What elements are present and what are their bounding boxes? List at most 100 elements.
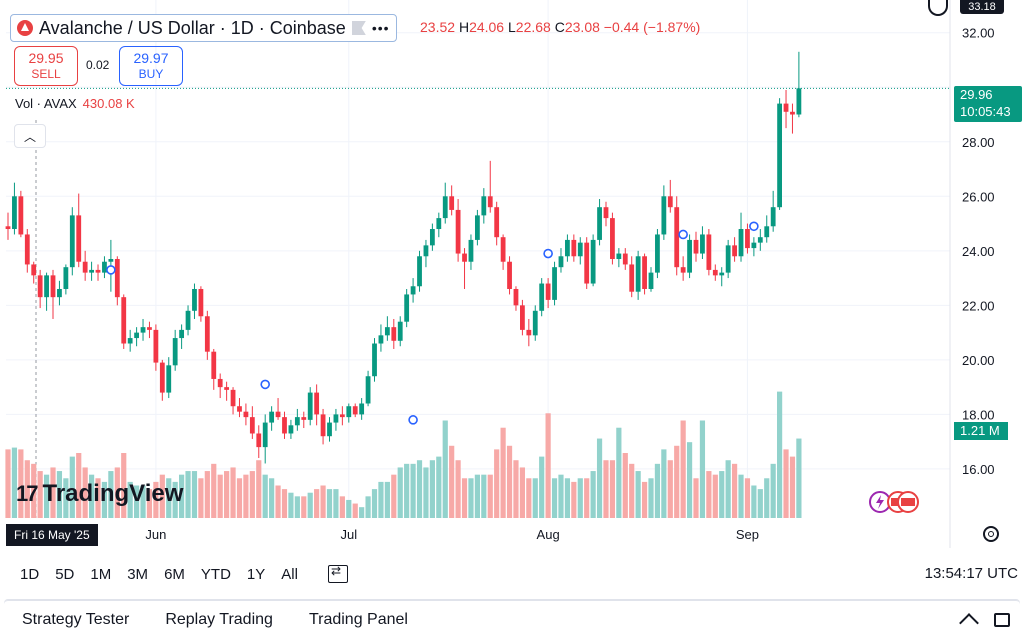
candle-body <box>455 209 461 254</box>
volume-bar <box>82 467 88 518</box>
candle-body <box>44 275 49 298</box>
chevron-up-icon: ︿ <box>23 129 36 144</box>
volume-bar <box>307 492 313 518</box>
volume-bar <box>545 413 551 518</box>
candle-body <box>18 196 24 235</box>
volume-bar <box>288 492 294 518</box>
tab-strategy-tester[interactable]: Strategy Tester <box>22 610 130 628</box>
candle-body <box>738 229 744 257</box>
candle-body <box>597 207 602 240</box>
range-button-3m[interactable]: 3M <box>127 565 149 583</box>
candle-body <box>468 239 474 262</box>
sell-price: 29.95 <box>28 50 64 66</box>
chart-area[interactable]: 16.00 18.00 20.00 22.00 24.00 26.00 28.00 32.00… <box>0 0 1024 548</box>
symbol-selector[interactable]: Avalanche / US Dollar · 1D · Coinbase ••… <box>10 14 397 42</box>
y-tick-label: 22.00 <box>962 298 995 313</box>
volume-bar <box>63 478 69 518</box>
candle-body <box>372 343 377 377</box>
candle-body <box>217 378 223 388</box>
candle-body <box>796 88 802 115</box>
volume-bar <box>256 460 262 518</box>
candle-body <box>545 283 551 300</box>
volume-bar <box>166 478 172 518</box>
event-marker[interactable] <box>543 248 553 259</box>
candle-body <box>552 267 557 300</box>
candle-body <box>37 275 43 298</box>
volume-bar <box>500 427 506 518</box>
volume-bar <box>622 453 628 518</box>
range-button-1y[interactable]: 1Y <box>246 565 266 583</box>
collapse-legend-button[interactable]: ︿ <box>14 124 46 148</box>
event-marker[interactable] <box>749 221 759 232</box>
event-marker[interactable] <box>260 379 271 390</box>
candle-body <box>674 207 680 268</box>
event-marker[interactable] <box>408 415 418 425</box>
utc-clock[interactable]: 13:54:17 UTC <box>924 565 1018 582</box>
candle-body <box>153 329 159 363</box>
candle-body <box>462 253 467 262</box>
candle-body <box>50 275 56 298</box>
candle-body <box>185 310 191 330</box>
settings-gear-icon[interactable] <box>983 526 999 542</box>
volume-bar <box>577 478 583 518</box>
range-button-all[interactable]: All <box>281 565 298 583</box>
range-button-ytd[interactable]: YTD <box>200 565 231 583</box>
tab-trading-panel[interactable]: Trading Panel <box>308 610 408 628</box>
tab-replay-trading[interactable]: Replay Trading <box>165 610 273 628</box>
event-marker[interactable] <box>678 229 688 240</box>
candle-body <box>770 207 776 227</box>
candle-body <box>89 269 94 273</box>
candle-body <box>719 272 725 276</box>
volume-bar <box>269 478 275 518</box>
volume-bar <box>333 489 339 518</box>
candle-body <box>687 239 692 273</box>
volume-bar <box>224 471 230 518</box>
range-button-1d[interactable]: 1D <box>20 565 40 583</box>
top-circle-icon[interactable] <box>928 0 948 16</box>
volume-bar <box>481 474 487 518</box>
maximize-icon[interactable] <box>994 612 1010 627</box>
volume-bar <box>436 456 442 518</box>
range-button-6m[interactable]: 6M <box>164 565 185 583</box>
candle-body <box>532 310 538 336</box>
events-flags[interactable] <box>868 490 920 514</box>
y-tick-label: 24.00 <box>962 244 995 259</box>
volume-bar <box>146 489 153 518</box>
range-button-1m[interactable]: 1M <box>90 565 112 583</box>
date-range-icon[interactable] <box>327 564 348 583</box>
candle-body <box>114 259 120 298</box>
candle-body <box>590 239 596 284</box>
volume-bar <box>378 481 384 518</box>
volume-bar <box>461 478 468 518</box>
price-chart[interactable]: 16.00 18.00 20.00 22.00 24.00 26.00 28.00 32.00… <box>0 0 1024 548</box>
candle-body <box>680 267 686 273</box>
more-dots-icon[interactable]: ••• <box>371 20 390 36</box>
candle-body <box>410 286 416 295</box>
volume-bar <box>777 391 783 518</box>
candle-body <box>558 256 564 268</box>
candle-body <box>12 196 17 230</box>
candle-body <box>63 267 69 289</box>
candle-body <box>526 329 532 336</box>
range-button-5d[interactable]: 5D <box>55 565 75 583</box>
candle-body <box>24 234 30 265</box>
volume-bar <box>455 460 461 518</box>
x-tick-label: Aug <box>537 527 560 542</box>
buy-button[interactable]: 29.97 BUY <box>119 46 183 86</box>
spread-value: 0.02 <box>86 58 110 72</box>
volume-bar <box>11 447 18 518</box>
tradingview-logo[interactable]: 17 TradingView <box>16 480 183 508</box>
flag-icon[interactable] <box>351 21 366 35</box>
sell-button[interactable]: 29.95 SELL <box>14 46 78 86</box>
volume-bar <box>50 467 56 518</box>
chevron-up-icon[interactable] <box>959 612 979 633</box>
candle-body <box>603 207 609 219</box>
cursor-date-tag: Fri 16 May '25 <box>6 524 98 546</box>
volume-bar <box>693 478 699 518</box>
candle-body <box>378 335 384 344</box>
candle-body <box>269 411 275 423</box>
volume-bar <box>410 463 416 518</box>
candle-body <box>635 256 641 292</box>
event-marker[interactable] <box>106 265 116 275</box>
candle-body <box>275 411 281 418</box>
